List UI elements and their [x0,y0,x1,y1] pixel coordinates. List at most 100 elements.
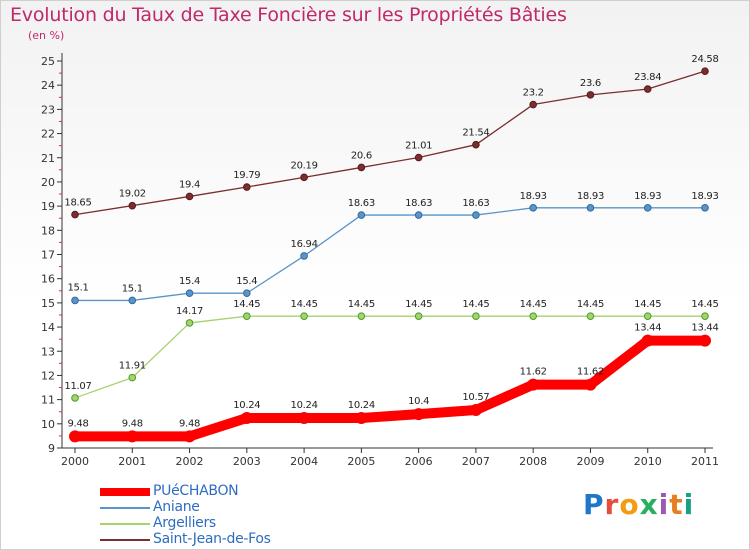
data-point [529,100,537,109]
data-point [243,312,251,320]
series-line-3 [74,70,706,216]
y-tick-label: 17 [41,249,55,262]
data-label: 19.02 [119,189,146,200]
data-point [699,334,711,347]
data-label: 10.57 [462,392,489,403]
data-point [185,319,194,327]
y-tick-label: 24 [41,79,55,92]
data-label: 23.84 [634,72,661,83]
y-tick-label: 22 [41,128,55,141]
data-label: 18.93 [577,191,604,202]
data-point [472,312,480,320]
data-label: 18.63 [348,198,375,209]
data-label: 21.54 [462,128,489,139]
y-tick-label: 18 [41,224,55,237]
data-point [126,430,139,443]
data-label: 15.1 [122,283,143,294]
data-point [529,204,537,212]
data-label: 21.01 [405,141,432,152]
y-tick-label: 13 [41,345,55,358]
data-point [71,394,79,402]
data-label: 13.44 [691,323,718,334]
legend-label: Aniane [153,499,200,515]
legend-label: Saint-Jean-de-Fos [153,531,271,547]
data-label: 20.6 [351,150,372,161]
data-point [586,204,595,212]
data-point [300,173,308,182]
series-line-0 [70,335,710,442]
x-tick-label: 2009 [576,455,604,468]
data-label: 16.94 [291,239,318,250]
data-point [69,430,81,443]
data-label: 18.65 [64,198,91,209]
data-point [472,211,480,219]
y-tick-label: 20 [41,176,55,189]
x-tick-label: 2011 [691,455,719,468]
data-point [185,192,194,201]
data-point [414,153,423,162]
data-point [357,312,366,320]
series-line-1 [74,207,706,302]
data-point [412,408,425,421]
data-point [183,430,196,443]
data-label: 11.91 [119,361,146,372]
series-layer [69,67,711,443]
data-point [643,312,652,320]
data-label: 14.45 [520,299,547,310]
data-label: 9.48 [67,418,88,429]
data-point [355,412,368,425]
data-point [472,140,480,149]
legend-item-2: Argelliers [100,515,320,532]
data-point [529,312,537,320]
data-point [240,412,253,425]
y-tick-label: 16 [41,273,55,286]
data-point [414,211,423,219]
data-point [300,312,308,320]
x-tick-label: 2010 [634,455,662,468]
data-point [701,204,709,212]
chart-title: Evolution du Taux de Taxe Foncière sur l… [10,4,567,26]
legend-label: Argelliers [153,515,216,531]
x-tick-label: 2007 [462,455,490,468]
data-label: 18.93 [520,191,547,202]
data-label: 11.62 [520,367,547,378]
data-point [128,296,137,305]
data-point [298,412,311,425]
data-label: 18.93 [691,191,718,202]
data-point [71,210,79,219]
y-tick-label: 10 [41,418,55,431]
data-label: 9.48 [122,418,143,429]
logo-letter: i [658,488,670,521]
data-point [586,312,595,320]
data-point [527,378,540,391]
data-label: 14.45 [233,299,260,310]
data-point [643,204,652,212]
data-point [641,334,654,347]
data-label: 10.24 [291,400,318,411]
logo-letter: o [619,488,640,521]
data-label: 11.07 [64,381,91,392]
data-label: 14.45 [405,299,432,310]
data-point [701,312,709,320]
x-tick-label: 2005 [347,455,375,468]
data-point [586,91,595,99]
legend-item-1: Aniane [100,499,320,516]
legend-label: PUéCHABON [153,483,239,499]
y-tick-label: 23 [41,103,55,116]
data-label: 19.4 [179,179,200,190]
x-tick-label: 2002 [176,455,204,468]
legend-item-3: Saint-Jean-de-Fos [100,531,320,548]
x-tick-label: 2008 [519,455,547,468]
data-label: 14.45 [634,299,661,310]
data-label: 10.24 [233,400,260,411]
y-tick-label: 12 [41,369,55,382]
data-label: 10.4 [408,396,429,407]
y-tick-label: 25 [41,55,55,68]
data-point [185,289,194,298]
legend-swatch [100,539,150,541]
data-point [701,67,709,75]
x-tick-label: 2001 [118,455,146,468]
data-label: 13.44 [634,323,661,334]
y-tick-label: 9 [48,442,55,455]
legend-item-0: PUéCHABON [100,483,320,500]
